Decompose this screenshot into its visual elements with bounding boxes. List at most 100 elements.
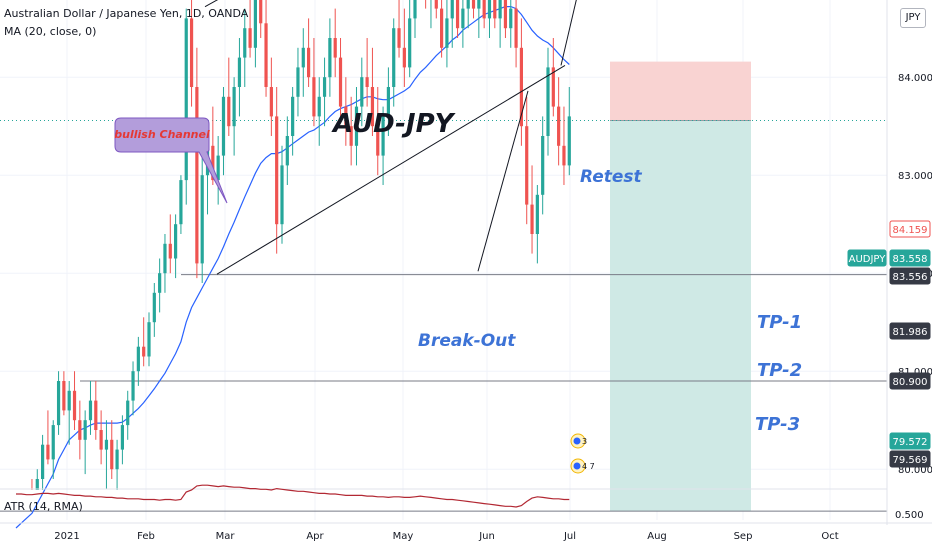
candle-body	[94, 400, 98, 430]
candle-body	[519, 47, 523, 127]
tp3-label: TP-3	[755, 414, 800, 435]
candle-body	[461, 8, 465, 29]
candles	[31, 0, 571, 490]
position-zones	[610, 61, 751, 512]
candle-body	[450, 0, 454, 19]
candle-body	[78, 420, 82, 440]
time-tick-label: Apr	[306, 531, 324, 542]
candle-body	[211, 145, 215, 181]
channel-lower-line	[216, 65, 566, 275]
candle-body	[221, 96, 226, 156]
time-tick-label: Jun	[478, 531, 495, 542]
price-labels: 84.159 AUDJPY 83.558 83.556 81.986 80.900 79.5…	[847, 220, 931, 468]
candle-body	[163, 243, 167, 274]
candle-body	[280, 165, 284, 225]
candle-body	[482, 0, 486, 19]
candle-body	[136, 346, 140, 372]
candle-body	[307, 47, 311, 78]
currency-badge[interactable]: JPY	[900, 8, 926, 28]
callout-text: bullish Channel	[114, 128, 210, 141]
chart-title-annotation: AUD-JPY	[331, 109, 457, 139]
candle-body	[72, 390, 77, 421]
price-tag-value: 79.572	[893, 437, 928, 448]
tp1-label: TP-1	[757, 312, 802, 333]
candle-body	[498, 0, 502, 19]
candle-body	[62, 381, 66, 411]
price-tick-label: 84.000	[898, 73, 932, 84]
price-tag	[889, 372, 931, 390]
retest-label: Retest	[580, 167, 643, 187]
time-tick-label: Mar	[216, 531, 236, 542]
candle-body	[227, 96, 231, 127]
symbol-price-tag	[847, 249, 887, 267]
candle-body	[386, 87, 390, 117]
candle-body	[115, 449, 119, 470]
price-tag-value: 83.558	[893, 254, 928, 265]
candle-body	[174, 224, 178, 259]
candle-body	[83, 420, 87, 440]
price-tag	[889, 432, 931, 450]
time-tick-label: Feb	[137, 531, 155, 542]
price-tag-value: 79.569	[893, 455, 928, 466]
candle-body	[56, 381, 61, 426]
price-tag	[889, 220, 931, 238]
candle-body	[338, 57, 343, 107]
candle-body	[126, 400, 130, 426]
atr-line	[16, 484, 570, 508]
candle-body	[413, 0, 417, 19]
candle-body	[168, 243, 172, 259]
candle-body	[455, 0, 460, 29]
time-tick-label: Jul	[563, 531, 576, 542]
candle-body	[51, 425, 55, 460]
symbol-label: AUDJPY	[849, 254, 887, 265]
candle-body	[264, 23, 268, 87]
atr-label[interactable]: ATR (14, RMA)	[4, 500, 83, 513]
price-tag-value: 81.986	[893, 327, 928, 338]
candle-body	[88, 400, 93, 421]
candle-body	[434, 0, 438, 9]
candle-body	[142, 346, 146, 357]
price-tag-value: 80.900	[893, 377, 928, 388]
candle-body	[514, 8, 518, 48]
time-tick-label: Aug	[647, 531, 667, 542]
candle-body	[312, 77, 316, 117]
candle-body	[35, 479, 39, 490]
price-tag	[889, 450, 931, 468]
candle-body	[466, 0, 470, 9]
candle-body	[232, 87, 236, 127]
candle-body	[322, 77, 327, 97]
candle-body	[285, 136, 289, 166]
time-tick-label: 2021	[54, 531, 79, 542]
candle-body	[131, 371, 135, 401]
candle-body	[333, 38, 337, 58]
candle-body	[397, 28, 401, 48]
candle-body	[104, 439, 109, 450]
breakout-label: Break-Out	[418, 331, 516, 351]
candle-body	[120, 425, 124, 450]
event-flag-icon	[573, 437, 581, 445]
candle-body	[184, 18, 188, 181]
candle-body	[152, 292, 156, 323]
take-profit-zone	[610, 120, 751, 512]
candle-body	[471, 0, 476, 9]
candle-body	[381, 116, 385, 156]
candle-body	[365, 77, 369, 87]
candle-body	[408, 18, 412, 68]
candle-body	[99, 430, 103, 450]
legend-title[interactable]: Australian Dollar / Japanese Yen, 1D, OA…	[4, 7, 249, 20]
legend-ma[interactable]: MA (20, close, 0)	[4, 25, 97, 38]
candle-body	[440, 8, 444, 48]
candle-body	[259, 0, 263, 24]
candle-body	[360, 77, 364, 107]
candle-body	[275, 116, 279, 225]
stop-loss-zone	[610, 61, 751, 121]
candle-body	[541, 136, 545, 195]
candle-body	[195, 87, 199, 264]
candle-body	[253, 0, 257, 48]
candle-body	[567, 116, 571, 166]
time-tick-label: Oct	[821, 531, 838, 542]
price-tag	[889, 322, 931, 340]
candle-body	[376, 126, 380, 156]
